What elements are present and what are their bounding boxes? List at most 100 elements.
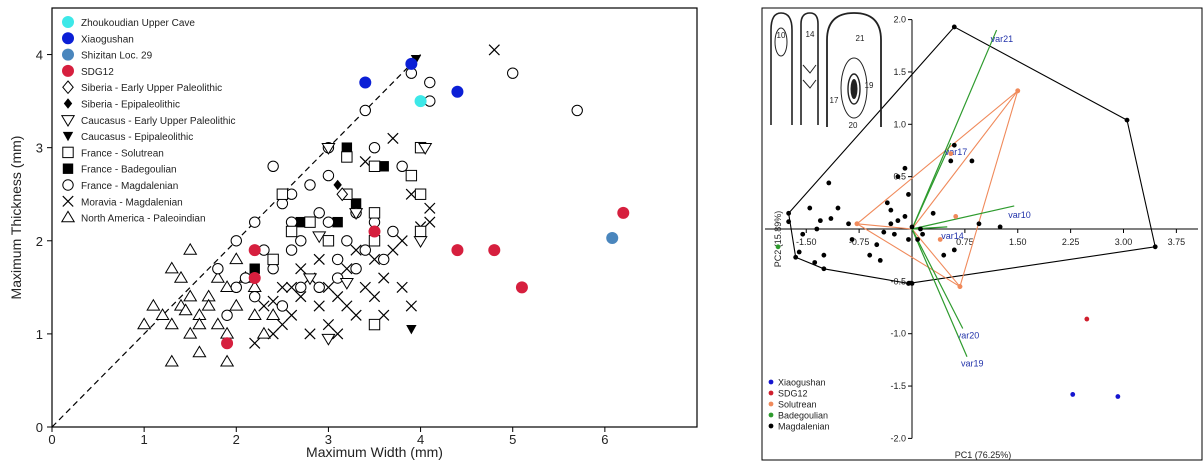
- legend-marker: [62, 163, 74, 174]
- data-point: [229, 298, 244, 311]
- data-point: [341, 235, 353, 247]
- data-point: [341, 151, 353, 163]
- left-series-0: [414, 95, 427, 108]
- data-point: [937, 237, 943, 242]
- loading-vector: [911, 29, 998, 230]
- data-point: [230, 281, 242, 294]
- legend-label: Badegoulian: [778, 411, 828, 421]
- legend-marker: [62, 179, 74, 191]
- data-point: [888, 207, 894, 213]
- data-point: [249, 263, 260, 274]
- data-point: [368, 141, 381, 154]
- pc1-tick-label: -1.50: [796, 237, 817, 247]
- hull-vertex: [821, 266, 827, 272]
- data-point: [368, 160, 381, 172]
- data-point: [405, 169, 418, 182]
- legend-label: Solutrean: [778, 400, 817, 410]
- data-point: [210, 270, 225, 283]
- legend-marker: [62, 131, 74, 142]
- data-point: [350, 309, 362, 321]
- left-plot-frame: [51, 7, 698, 428]
- inset-label: 10: [777, 31, 786, 40]
- data-point: [891, 231, 897, 237]
- data-point: [164, 261, 179, 274]
- left-y-axis-label: Maximum Thickness (mm): [8, 136, 24, 300]
- inset-label: 20: [849, 121, 858, 130]
- pc1-tick-label: 2.25: [1062, 237, 1080, 247]
- data-point: [909, 224, 915, 230]
- data-point: [881, 229, 887, 235]
- data-point: [1015, 88, 1021, 94]
- left-x-tick-label: 0: [48, 432, 55, 447]
- legend-label: Zhoukoudian Upper Cave: [81, 18, 195, 29]
- data-point: [812, 260, 818, 265]
- left-y-tick-label: 3: [36, 141, 43, 156]
- data-point: [304, 179, 316, 191]
- loading-vector: [911, 142, 952, 230]
- data-point: [304, 216, 316, 228]
- loading-vector: [911, 205, 1015, 230]
- data-point: [350, 263, 362, 275]
- legend-label: Magdalenian: [778, 422, 830, 432]
- legend-label: North America - Paleoindian: [81, 214, 206, 225]
- data-point: [183, 289, 198, 302]
- data-point: [948, 151, 954, 157]
- hull-vertex: [1124, 117, 1130, 123]
- right-chart: -1.50-0.750.751.502.253.003.752.01.51.00…: [765, 12, 1198, 460]
- legend-label: SDG12: [778, 389, 808, 399]
- inset-field-19-core: [850, 79, 858, 99]
- left-series-12: [137, 242, 281, 367]
- legend-label: SDG12: [81, 67, 114, 78]
- data-point: [828, 216, 834, 221]
- loading-vector-label: var14: [941, 231, 964, 241]
- inset-label: 19: [865, 81, 874, 90]
- data-point: [951, 142, 957, 148]
- data-point: [796, 249, 802, 255]
- legend-label: Shizitan Loc. 29: [81, 51, 153, 62]
- data-point: [285, 225, 298, 238]
- data-point: [359, 76, 372, 89]
- data-point: [295, 235, 307, 247]
- right-series-1: [1084, 316, 1090, 322]
- data-point: [256, 326, 272, 339]
- data-point: [348, 208, 364, 221]
- pc1-tick-label: 3.00: [1115, 237, 1133, 247]
- data-point: [258, 300, 270, 312]
- right-plot-frame: [761, 7, 1203, 461]
- legend-marker: [60, 210, 76, 223]
- data-point: [248, 272, 261, 285]
- data-point: [146, 298, 161, 311]
- legend-marker: [62, 48, 74, 61]
- legend-label: Moravia - Magdalenian: [81, 197, 183, 208]
- left-x-tick-label: 6: [601, 432, 608, 447]
- inset-outline-2: [800, 12, 819, 125]
- legend-marker: [62, 32, 74, 45]
- data-point: [1084, 316, 1090, 322]
- left-series-1: [359, 57, 464, 98]
- data-point: [178, 303, 193, 316]
- data-point: [322, 235, 335, 247]
- hull-vertex: [786, 210, 792, 216]
- left-x-tick-label: 3: [325, 432, 332, 447]
- data-point: [948, 158, 954, 164]
- right-series-3: [775, 244, 781, 250]
- data-point: [322, 216, 335, 228]
- data-point: [229, 252, 244, 265]
- loading-vector-label: var21: [991, 34, 1014, 44]
- left-series-5: [333, 179, 342, 191]
- solutrean-ray: [856, 223, 913, 230]
- data-point: [969, 158, 975, 164]
- data-point: [368, 207, 381, 219]
- pc2-tick-label: 1.0: [893, 119, 906, 129]
- convex-hull: [856, 89, 1019, 288]
- data-point: [414, 95, 427, 108]
- data-point: [895, 174, 901, 180]
- inset-drawing: 10 14 21 19 17 20: [770, 12, 882, 130]
- data-point: [331, 253, 344, 266]
- data-point: [807, 205, 813, 211]
- data-point: [775, 244, 781, 250]
- legend-marker: [768, 379, 774, 385]
- legend-marker: [60, 115, 76, 127]
